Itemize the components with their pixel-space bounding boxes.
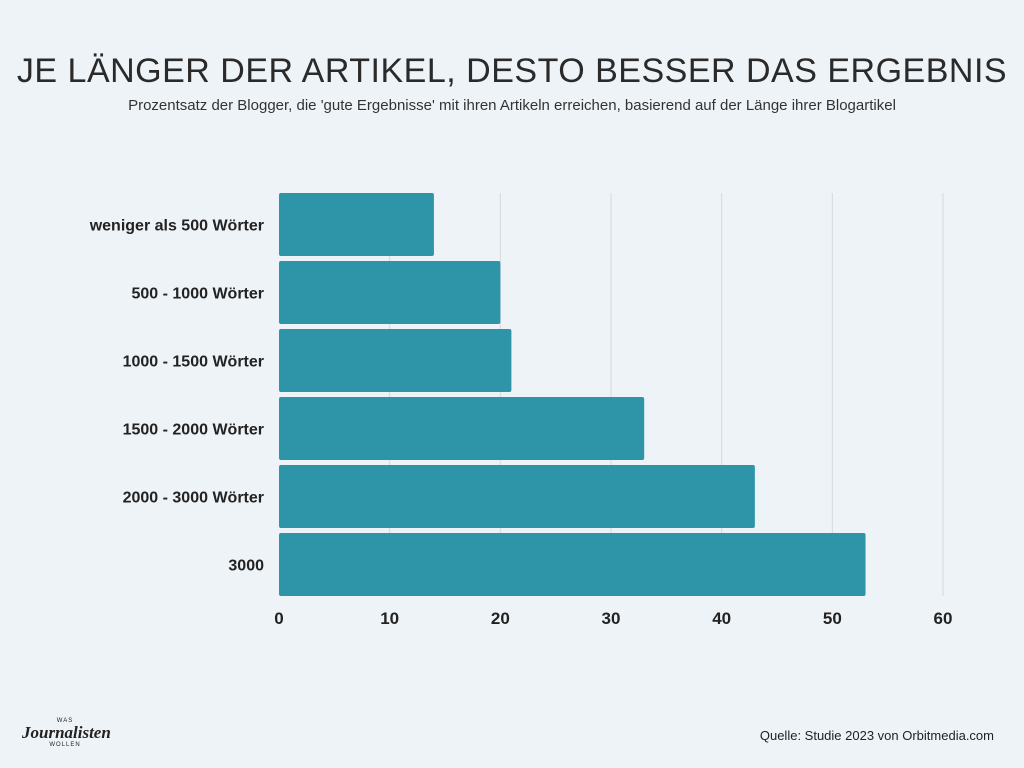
x-tick-label: 10 — [380, 609, 399, 628]
bar — [279, 329, 512, 392]
x-tick-label: 40 — [712, 609, 731, 628]
category-label: 1500 - 2000 Wörter — [123, 422, 264, 439]
bar — [279, 261, 501, 324]
x-tick-label: 0 — [274, 609, 283, 628]
x-tick-label: 50 — [823, 609, 842, 628]
bar — [279, 533, 866, 596]
chart-title: JE LÄNGER DER ARTIKEL, DESTO BESSER DAS … — [16, 52, 1008, 90]
bar — [279, 397, 645, 460]
chart-subtitle: Prozentsatz der Blogger, die 'gute Ergeb… — [128, 97, 896, 114]
brand-logo: WAS Journalisten WOLLEN — [22, 718, 111, 754]
category-label: 3000 — [228, 558, 264, 575]
bar — [279, 465, 755, 528]
logo-top-text: WAS — [56, 718, 74, 724]
category-label: 1000 - 1500 Wörter — [123, 354, 264, 371]
x-tick-label: 30 — [602, 609, 621, 628]
source-note: Quelle: Studie 2023 von Orbitmedia.com — [759, 728, 994, 743]
x-tick-label: 20 — [491, 609, 510, 628]
category-label: 2000 - 3000 Wörter — [123, 490, 264, 507]
x-tick-label: 60 — [934, 609, 953, 628]
category-label: 500 - 1000 Wörter — [131, 286, 264, 303]
bar — [279, 193, 434, 256]
logo-bottom-text: WOLLEN — [49, 742, 81, 748]
category-label: weniger als 500 Wörter — [89, 218, 264, 235]
logo-main-text: Journalisten — [22, 723, 111, 742]
